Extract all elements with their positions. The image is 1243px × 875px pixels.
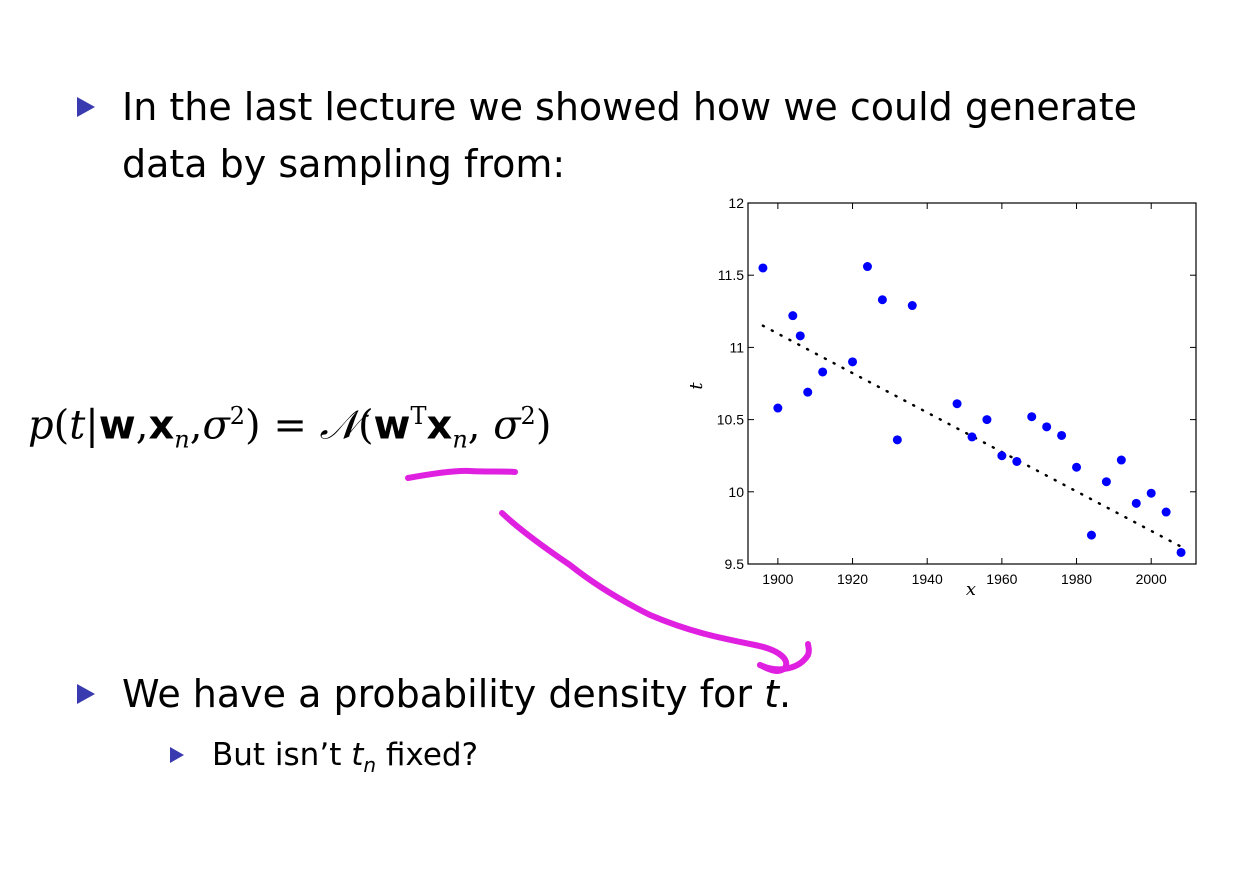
- bullet-2-text: We have a probability density for: [122, 672, 752, 716]
- data-point: [907, 301, 917, 311]
- y-tick-label: 10: [728, 484, 744, 500]
- data-point: [982, 415, 992, 425]
- scatter-chart: 1900 1920 1940 1960 1980 2000 9.5 10 10.5 11 11.5 1…: [690, 195, 1197, 600]
- sub-bullet-pre: But isn’t: [212, 737, 342, 773]
- sub-bullet-post: fixed?: [385, 737, 479, 773]
- x-tick-label: 2000: [1136, 571, 1167, 587]
- bullet-marker: [77, 97, 95, 117]
- eq-sigma2: σ: [493, 402, 521, 449]
- eq-open2: (: [357, 402, 374, 449]
- arrow-head-stroke: [757, 641, 812, 673]
- likelihood-equation: p(t|w,xn,σ2) = 𝒩(wTxn, σ2): [28, 402, 551, 453]
- data-point: [952, 399, 962, 409]
- eq-close-equals: ) =: [245, 402, 320, 449]
- eq-bar: |: [85, 402, 99, 449]
- eq-n2: n: [452, 425, 468, 454]
- data-point: [997, 451, 1007, 461]
- data-point: [758, 263, 768, 273]
- data-point: [1116, 455, 1126, 465]
- eq-sigma: σ: [202, 402, 230, 449]
- data-point: [1057, 430, 1067, 440]
- data-point: [862, 262, 872, 272]
- underline-stroke: [405, 467, 518, 481]
- data-point: [892, 435, 902, 445]
- bullet-2-period: .: [778, 672, 792, 716]
- data-point: [1131, 498, 1141, 508]
- data-point: [1146, 488, 1156, 498]
- data-point: [1101, 477, 1111, 487]
- bullet-text-line2: data by sampling from:: [122, 142, 566, 186]
- data-point: [818, 367, 828, 377]
- data-point: [848, 357, 858, 367]
- eq-two: 2: [229, 402, 246, 430]
- data-point: [1161, 507, 1171, 517]
- sub-bullet-var: t: [351, 737, 364, 773]
- sub-bullet-text: But isn’t tn fixed?: [212, 735, 478, 785]
- data-point: [803, 387, 813, 397]
- data-point: [1072, 462, 1082, 472]
- x-tick-label: 1940: [912, 571, 943, 587]
- data-point: [1176, 547, 1186, 557]
- y-tick-label: 10.5: [717, 412, 744, 428]
- y-tick-label: 12: [728, 195, 744, 211]
- eq-close2: ): [535, 402, 552, 449]
- data-point: [1042, 422, 1052, 432]
- sub-bullet-marker: [170, 747, 184, 763]
- fit-line: [761, 324, 1183, 548]
- eq-x: x: [148, 402, 175, 449]
- bullet-text-2: We have a probability density for t.: [122, 667, 791, 721]
- bullet-marker-2: [77, 684, 95, 704]
- sub-bullet-subscript: n: [363, 753, 377, 778]
- eq-w2: w: [373, 402, 411, 449]
- eq-x2: x: [426, 402, 453, 449]
- y-tick-label: 11: [729, 339, 744, 355]
- eq-two2: 2: [520, 402, 536, 430]
- data-point: [773, 403, 783, 413]
- x-tick-label: 1980: [1061, 571, 1092, 587]
- x-tick-label: 1920: [837, 571, 868, 587]
- eq-comma3: ,: [467, 402, 494, 449]
- y-axis-label: t: [690, 382, 707, 390]
- bullet-text-line1: In the last lecture we showed how we cou…: [122, 85, 1137, 129]
- x-tick-label: 1900: [762, 571, 793, 587]
- x-tick-label: 1960: [986, 571, 1017, 587]
- y-tick-label: 9.5: [725, 556, 745, 572]
- eq-n: n: [174, 425, 190, 454]
- data-point: [795, 331, 805, 341]
- plot-frame: [747, 202, 1197, 565]
- bullet-2-var: t: [764, 672, 779, 716]
- eq-open: (: [53, 402, 70, 449]
- y-tick-label: 11.5: [718, 267, 744, 283]
- data-point: [1086, 530, 1096, 540]
- eq-normal: 𝒩: [319, 402, 358, 449]
- data-point: [877, 295, 887, 305]
- eq-transpose: T: [410, 402, 427, 430]
- data-point: [1027, 412, 1037, 422]
- data-point: [788, 311, 798, 321]
- x-axis-label: x: [966, 579, 976, 600]
- data-point: [967, 432, 977, 442]
- eq-p: p: [28, 402, 54, 449]
- eq-comma1: ,: [135, 402, 149, 449]
- eq-t: t: [69, 402, 86, 449]
- eq-w: w: [98, 402, 136, 449]
- eq-comma2: ,: [189, 402, 203, 449]
- data-point: [1012, 456, 1022, 466]
